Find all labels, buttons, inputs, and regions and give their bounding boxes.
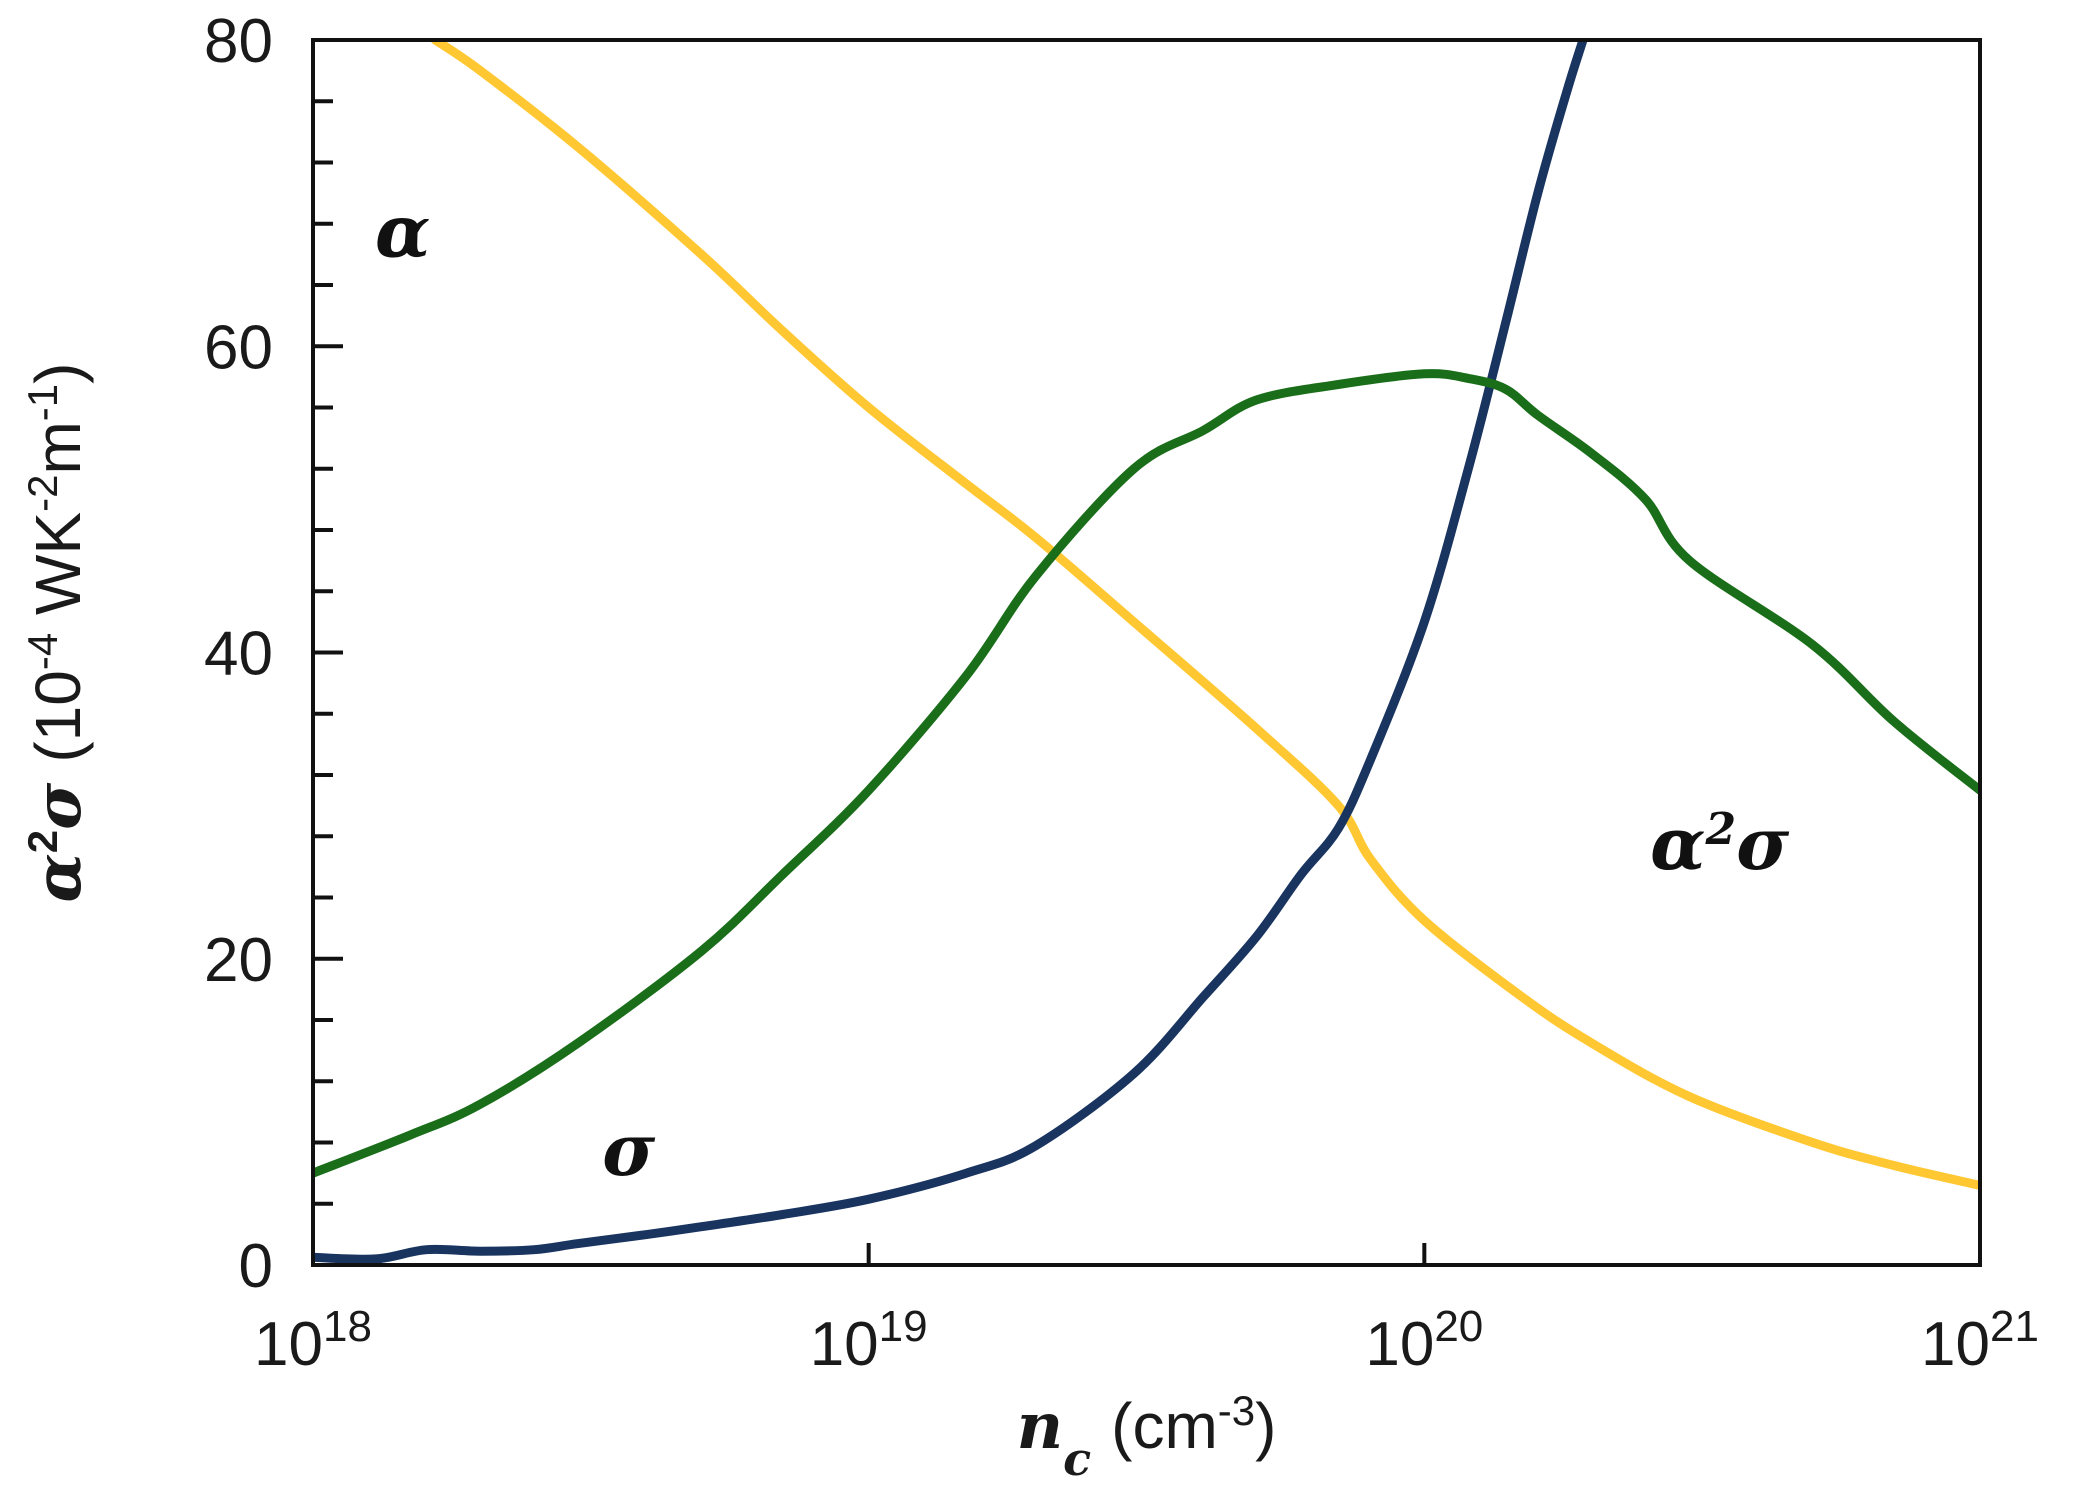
y-axis-label: α2σ (10-4 WK-2m-1)	[19, 363, 97, 903]
x-label-unit-base: (cm	[1111, 1390, 1218, 1462]
curve-label-power-factor: α2σ	[1650, 801, 1790, 886]
curve-label-alpha: α	[375, 188, 430, 273]
y-tick-label: 60	[204, 313, 273, 382]
x-tick-label: 1018	[254, 1302, 372, 1380]
x-label-unit-close: )	[1255, 1390, 1276, 1462]
x-tick-exp: 19	[879, 1302, 928, 1351]
y-label-unit-base: (10	[22, 670, 94, 763]
y-label-symbol-sup: 2	[19, 830, 66, 853]
x-tick-base: 10	[810, 1310, 879, 1379]
series-line-sigma	[313, 40, 1588, 1264]
y-axis: 0 20 40 60 80	[204, 7, 343, 1301]
y-label-unit-mid: WK	[22, 512, 94, 633]
y-label-symbol: α	[21, 853, 96, 902]
y-label-unit-exp1: -4	[19, 633, 66, 670]
y-tick-label: 40	[204, 620, 273, 689]
x-tick-base: 10	[1365, 1310, 1434, 1379]
x-axis: 1018 1019 1020 1021	[254, 1243, 2039, 1379]
y-tick-label: 0	[239, 1232, 273, 1301]
curve-label-sigma: σ	[602, 1107, 656, 1192]
x-tick-base: 10	[1921, 1310, 1990, 1379]
x-label-subscript: c	[1063, 1432, 1091, 1486]
y-label-unit-exp2: -2	[19, 475, 66, 512]
y-tick-label: 80	[204, 7, 273, 76]
x-tick-base: 10	[254, 1310, 323, 1379]
x-label-unit-exp: -3	[1218, 1387, 1255, 1434]
curve-label-pf-end: σ	[1736, 801, 1790, 886]
plot-frame	[311, 38, 1982, 1267]
x-tick-label: 1021	[1921, 1302, 2039, 1380]
y-label-unit-exp3: -1	[19, 384, 66, 421]
series-line-alpha	[430, 40, 1980, 1190]
curves-group	[313, 40, 1980, 1264]
x-tick-exp: 21	[1990, 1302, 2039, 1351]
y-label-unit-close: )	[22, 363, 94, 384]
x-axis-label: nc (cm-3)	[1017, 1387, 1277, 1487]
x-tick-label: 1019	[810, 1302, 928, 1380]
x-label-symbol: n	[1017, 1389, 1064, 1464]
curve-label-pf-sup: 2	[1705, 803, 1737, 854]
y-tick-label: 20	[204, 926, 273, 995]
y-label-symbol2: σ	[21, 782, 96, 830]
curve-label-pf-main: α	[1650, 801, 1705, 886]
x-tick-exp: 18	[323, 1302, 372, 1351]
y-label-unit-m: m	[22, 421, 94, 474]
series-line-power-factor	[313, 369, 1980, 1178]
x-tick-label: 1020	[1365, 1302, 1483, 1380]
x-tick-exp: 20	[1434, 1302, 1483, 1351]
